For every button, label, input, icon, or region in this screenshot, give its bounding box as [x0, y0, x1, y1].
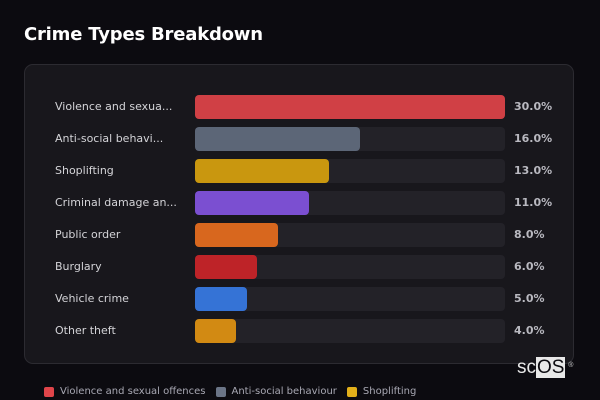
bar-label: Burglary — [55, 260, 102, 273]
bar-track — [195, 255, 505, 279]
bar-label: Violence and sexua... — [55, 100, 173, 113]
bar-value: 8.0% — [514, 228, 545, 241]
bar-track — [195, 95, 505, 119]
bar-track — [195, 319, 505, 343]
legend-item[interactable]: Violence and sexual offences — [44, 386, 206, 397]
legend-swatch-icon — [346, 386, 357, 397]
legend-label: Anti-social behaviour — [231, 386, 337, 397]
bar[interactable] — [195, 223, 278, 247]
chart-title: Crime Types Breakdown — [24, 24, 263, 45]
bar[interactable] — [195, 319, 237, 343]
bar-value: 4.0% — [514, 324, 545, 337]
scos-logo: scOS ® — [517, 357, 573, 378]
bar-row: Burglary 6.0% — [25, 255, 573, 279]
legend-item[interactable]: Shoplifting — [346, 386, 417, 397]
bar-label: Public order — [55, 228, 121, 241]
bar-track — [195, 191, 505, 215]
bar-label: Vehicle crime — [55, 292, 129, 305]
bar-label: Other theft — [55, 324, 116, 337]
legend-swatch-icon — [215, 386, 226, 397]
bar-label: Anti-social behavi... — [55, 132, 164, 145]
bar[interactable] — [195, 159, 330, 183]
bar-track — [195, 287, 505, 311]
bar-row: Violence and sexua... 30.0% — [25, 95, 573, 119]
bar-row: Vehicle crime 5.0% — [25, 287, 573, 311]
bar[interactable] — [195, 95, 505, 119]
bar-value: 11.0% — [514, 196, 553, 209]
bar-track — [195, 223, 505, 247]
bar-row: Other theft 4.0% — [25, 319, 573, 343]
registered-mark: ® — [568, 362, 574, 369]
bar[interactable] — [195, 127, 361, 151]
bar[interactable] — [195, 287, 247, 311]
bar-label: Criminal damage an... — [55, 196, 177, 209]
bar-value: 5.0% — [514, 292, 545, 305]
legend-item[interactable]: Anti-social behaviour — [215, 386, 337, 397]
bar-label: Shoplifting — [55, 164, 114, 177]
legend-label: Violence and sexual offences — [60, 386, 206, 397]
logo-highlight: OS — [536, 357, 566, 378]
bar-row: Anti-social behavi... 16.0% — [25, 127, 573, 151]
bar-value: 30.0% — [514, 100, 553, 113]
bar-row: Shoplifting 13.0% — [25, 159, 573, 183]
bar-value: 6.0% — [514, 260, 545, 273]
legend-label: Shoplifting — [362, 386, 417, 397]
bar-track — [195, 159, 505, 183]
chart-card: Violence and sexua... 30.0% Anti-social be… — [24, 64, 574, 364]
bar-value: 13.0% — [514, 164, 553, 177]
bar-value: 16.0% — [514, 132, 553, 145]
logo-prefix: sc — [517, 357, 536, 378]
chart-legend: Violence and sexual offences Anti-social … — [44, 386, 416, 397]
bar[interactable] — [195, 191, 309, 215]
bar[interactable] — [195, 255, 257, 279]
bar-track — [195, 127, 505, 151]
bar-row: Criminal damage an... 11.0% — [25, 191, 573, 215]
legend-swatch-icon — [44, 386, 54, 397]
bar-row: Public order 8.0% — [25, 223, 573, 247]
